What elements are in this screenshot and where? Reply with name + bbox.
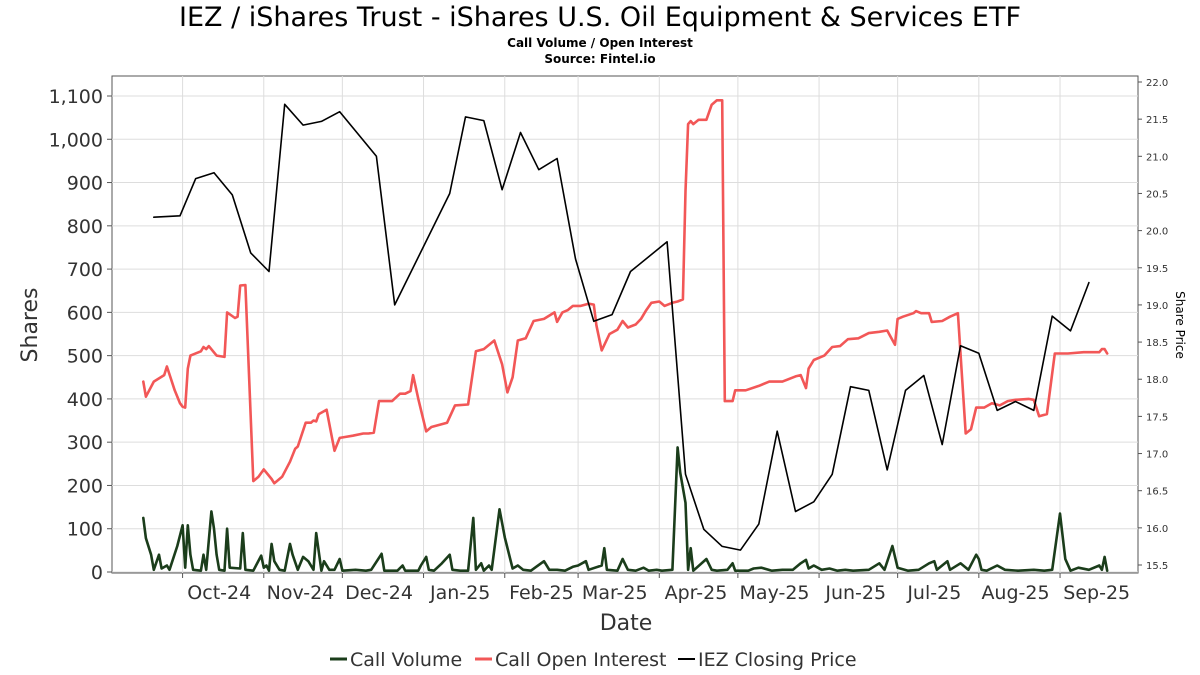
y-tick-label: 800 [67,216,103,238]
legend-label-call-open-interest: Call Open Interest [495,649,667,671]
y-tick-label: 1,000 [49,129,103,151]
series-line-call-volume [142,446,1109,573]
legend-label-call-volume: Call Volume [350,649,462,671]
y-tick-label: 500 [67,346,103,368]
legend: Call Volume Call Open Interest IEZ Closing… [330,649,857,671]
chart-subtitle: Call Volume / Open Interest [507,36,693,50]
x-tick-label: Feb-25 [509,582,574,604]
y2-tick-label: 22.0 [1146,78,1168,89]
y-axis-label: Shares [18,288,43,363]
grid-lines [112,76,1138,573]
left-axis-ticks: 0 100 200 300 400 500 600 700 800 900 1,000 1,100 [49,86,112,584]
x-tick-label: Oct-24 [187,582,251,604]
y2-tick-label: 17.5 [1146,412,1168,423]
x-tick-label: Jul-25 [906,582,961,604]
y-tick-label: 700 [67,259,103,281]
x-tick-label: Dec-24 [345,582,413,604]
y-tick-label: 900 [67,173,103,195]
y-tick-label: 300 [67,432,103,454]
y2-tick-label: 19.5 [1146,264,1168,275]
y2-tick-label: 21.5 [1146,115,1168,126]
chart-source: Source: Fintel.io [544,52,656,66]
y2-tick-label: 15.5 [1146,561,1168,572]
y2-tick-label: 20.0 [1146,227,1168,238]
y2-tick-label: 17.0 [1146,450,1168,461]
chart-title: IEZ / iShares Trust - iShares U.S. Oil E… [179,2,1021,33]
y2-axis-label: Share Price [1173,291,1187,359]
y-tick-label: 100 [67,519,103,541]
y-tick-label: 400 [67,389,103,411]
x-tick-label: May-25 [740,582,810,604]
y2-tick-label: 16.0 [1146,524,1168,535]
y-tick-label: 600 [67,302,103,324]
x-tick-label: Apr-25 [665,582,728,604]
y2-tick-label: 21.0 [1146,152,1168,163]
x-axis-ticks: Oct-24 Nov-24 Dec-24 Jan-25 Feb-25 Mar-25 Apr-… [182,573,1130,604]
x-tick-label: Jun-25 [824,582,886,604]
series-lines [142,99,1109,573]
x-tick-label: Aug-25 [981,582,1049,604]
x-tick-label: Nov-24 [267,582,335,604]
legend-label-iez-closing-price: IEZ Closing Price [698,649,857,671]
y2-tick-label: 16.5 [1146,487,1168,498]
x-tick-label: Jan-25 [429,582,490,604]
y-tick-label: 1,100 [49,86,103,108]
x-axis-label: Date [600,611,653,636]
y2-tick-label: 18.5 [1146,338,1168,349]
y-tick-label: 200 [67,475,103,497]
y2-tick-label: 18.0 [1146,375,1168,386]
y-tick-label: 0 [91,562,103,584]
series-line-iez-closing-price [153,103,1090,551]
x-tick-label: Mar-25 [582,582,648,604]
right-axis-ticks: 15.5 16.0 16.5 17.0 17.5 18.0 18.5 19.0 19.5 20.0… [1138,78,1168,572]
x-tick-label: Sep-25 [1063,582,1130,604]
y2-tick-label: 20.5 [1146,189,1168,200]
y2-tick-label: 19.0 [1146,301,1168,312]
series-line-call-open-interest [142,99,1109,485]
